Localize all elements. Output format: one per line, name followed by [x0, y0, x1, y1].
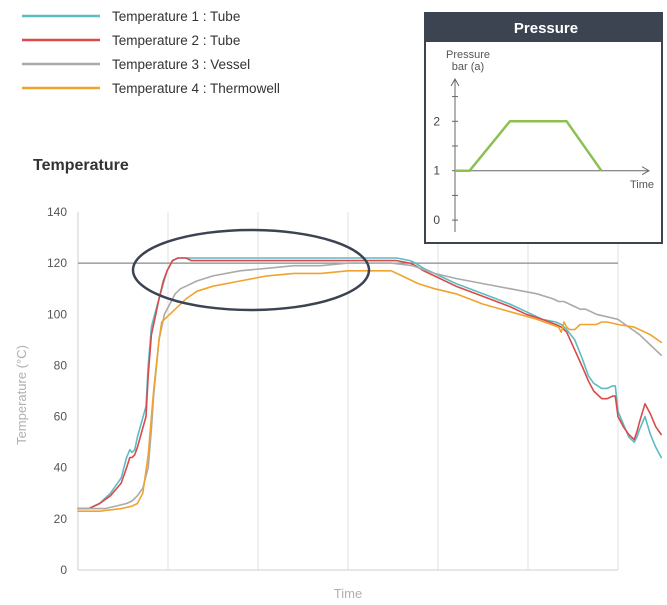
series-line-1 — [77, 257, 663, 510]
pressure-inset: Pressure Pressure bar (a) 0 1 2 Time — [424, 12, 663, 244]
plateau-highlight-ellipse — [131, 228, 371, 312]
main-chart-grid — [167, 212, 619, 570]
pressure-inset-frame — [424, 12, 663, 244]
pressure-y-axis-label: Pressure bar (a) — [446, 49, 490, 73]
legend-item: Temperature 2 : Tube — [22, 33, 240, 48]
y-tick-label: 120 — [47, 256, 67, 270]
pressure-tick-label: 1 — [433, 164, 440, 178]
main-chart-y-axis-label: Temperature (°C) — [14, 345, 29, 445]
legend-label: Temperature 4 : Thermowell — [112, 81, 280, 96]
pressure-x-arrowhead — [641, 166, 651, 176]
pressure-inset-title: Pressure — [514, 20, 578, 37]
legend-label: Temperature 2 : Tube — [112, 33, 240, 48]
y-tick-label: 40 — [54, 461, 68, 475]
pressure-tick-label: 0 — [433, 213, 440, 227]
y-tick-label: 100 — [47, 307, 67, 321]
main-chart-series — [77, 257, 663, 513]
pressure-axes — [450, 77, 651, 232]
pressure-y-arrowhead — [450, 77, 460, 87]
series-line-2 — [77, 257, 663, 510]
legend: Temperature 1 : Tube Temperature 2 : Tube… — [22, 9, 280, 96]
temperature-chart-title: Temperature — [33, 157, 129, 174]
legend-item: Temperature 4 : Thermowell — [22, 81, 280, 96]
y-tick-label: 60 — [54, 410, 68, 424]
legend-label: Temperature 3 : Vessel — [112, 57, 250, 72]
y-tick-label: 0 — [60, 563, 67, 577]
pressure-x-axis-label: Time — [630, 179, 654, 191]
pressure-series-line — [455, 120, 603, 172]
legend-item: Temperature 1 : Tube — [22, 9, 240, 24]
y-tick-label: 140 — [47, 205, 67, 219]
series-line-4 — [77, 269, 663, 513]
main-chart-y-ticks: 0 20 40 60 80 100 120 140 — [47, 205, 67, 577]
pressure-inset-header — [425, 13, 662, 42]
temperature-chart: Temperature 0 20 40 60 80 100 120 140 Temperatu… — [14, 157, 663, 601]
legend-label: Temperature 1 : Tube — [112, 9, 240, 24]
main-chart-x-axis-label: Time — [334, 586, 362, 601]
legend-item: Temperature 3 : Vessel — [22, 57, 250, 72]
y-tick-label: 20 — [54, 512, 68, 526]
y-tick-label: 80 — [54, 358, 68, 372]
series-line-3 — [77, 262, 663, 510]
pressure-tick-label: 2 — [433, 114, 440, 128]
